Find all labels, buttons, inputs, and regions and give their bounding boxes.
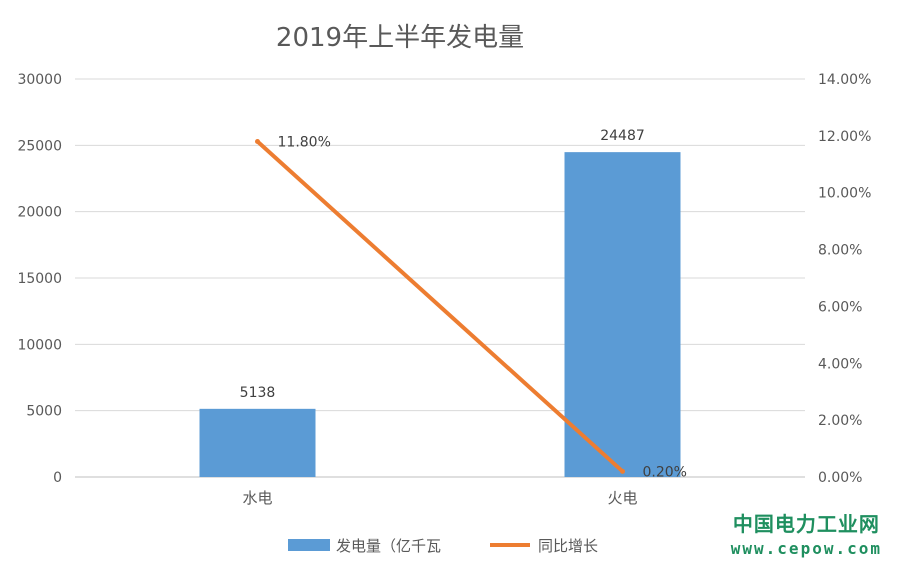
y-right-tick-label: 10.00%	[818, 186, 871, 202]
y-right-tick-label: 6.00%	[818, 299, 862, 315]
watermark: 中国电力工业网 www.cepow.com	[731, 508, 882, 558]
legend-swatch-bar	[288, 539, 330, 551]
legend-label-bar: 发电量（亿千瓦	[336, 537, 441, 555]
legend-label-line: 同比增长	[538, 537, 598, 555]
x-tick-label: 火电	[607, 489, 637, 507]
line-series	[255, 139, 625, 474]
bar-data-label: 24487	[600, 128, 645, 144]
line-data-label: 11.80%	[278, 135, 331, 151]
watermark-url: www.cepow.com	[730, 539, 882, 558]
bar	[199, 408, 316, 477]
y-right-tick-label: 4.00%	[818, 356, 862, 372]
y-left-tick-label: 10000	[17, 337, 62, 353]
y-left-tick-label: 15000	[17, 271, 62, 287]
y-right-tick-label: 8.00%	[818, 243, 862, 259]
y-left-tick-label: 5000	[26, 404, 62, 420]
y-left-tick-label: 30000	[17, 72, 62, 88]
y-right-tick-label: 14.00%	[818, 72, 871, 88]
line-point	[620, 468, 625, 474]
y-left-tick-label: 25000	[17, 138, 62, 154]
y-left-tick-label: 0	[53, 470, 62, 486]
bar-data-label: 5138	[240, 385, 276, 401]
y-left-tick-label: 20000	[17, 205, 62, 221]
watermark-title: 中国电力工业网	[732, 512, 880, 536]
line-point	[255, 139, 260, 145]
chart-title: 2019年上半年发电量	[276, 23, 524, 53]
bar	[564, 152, 681, 477]
y-right-tick-label: 2.00%	[818, 413, 862, 429]
line-data-label: 0.20%	[643, 464, 687, 480]
y-right-tick-label: 0.00%	[818, 470, 862, 486]
y-right-tick-label: 12.00%	[818, 129, 871, 145]
x-tick-label: 水电	[242, 489, 272, 507]
